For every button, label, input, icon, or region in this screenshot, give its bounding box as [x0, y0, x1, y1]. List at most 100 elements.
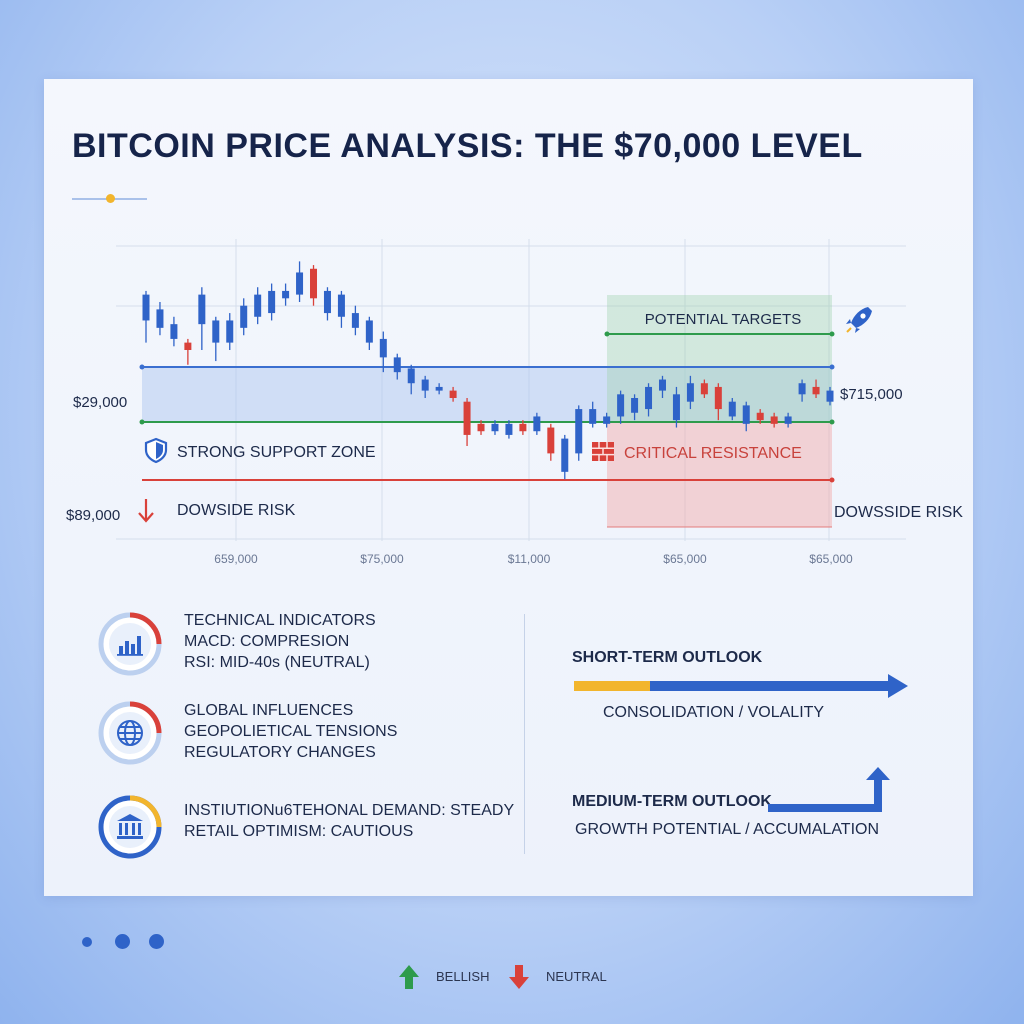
candle-body: [477, 423, 485, 432]
candle-body: [379, 338, 387, 358]
short-term-outlook-title: SHORT-TERM OUTLOOK: [572, 649, 763, 666]
candle-body: [337, 294, 345, 317]
candle-body: [393, 357, 401, 373]
analysis-card: BITCOIN PRICE ANALYSIS: THE $70,000 LEVE…: [44, 79, 973, 896]
page-title: BITCOIN PRICE ANALYSIS: THE $70,000 LEVE…: [72, 127, 863, 165]
candle-body: [435, 386, 443, 391]
grid: [116, 239, 906, 541]
candle-body: [700, 383, 708, 395]
technical-title: TECHNICAL INDICATORS: [184, 612, 376, 629]
brick-wall-icon: [592, 442, 614, 461]
candle-body: [463, 401, 471, 435]
downside-label-left: DOWSIDE RISK: [177, 502, 296, 519]
downside-line-cap: [829, 477, 835, 483]
candle-body: [254, 294, 262, 317]
bank-icon: [117, 814, 143, 839]
candle-body: [296, 272, 304, 295]
candle-body: [505, 423, 513, 435]
candle-body: [226, 320, 234, 343]
resistance-label: CRITICAL RESISTANCE: [624, 445, 802, 462]
title-accent-dot: [106, 194, 115, 203]
support-top-cap: [829, 364, 835, 370]
shield-icon: [144, 437, 168, 464]
global-regulatory: REGULATORY CHANGES: [184, 744, 376, 761]
candle-body: [156, 309, 164, 328]
medium-term-outlook-sub: GROWTH POTENTIAL / ACCUMALATION: [575, 821, 880, 838]
candle-body: [603, 416, 611, 424]
support-bottom-cap: [139, 419, 145, 425]
candle-body: [310, 268, 318, 299]
neutral-arrow-icon: [509, 965, 529, 989]
x-tick-label: $11,000: [508, 552, 551, 566]
page-dot[interactable]: [149, 934, 164, 949]
technical-indicators-block: TECHNICAL INDICATORS MACD: COMPRESION RS…: [184, 610, 376, 673]
downside-label-right: DOWSSIDE RISK: [834, 504, 963, 521]
candle-body: [756, 412, 764, 421]
candle-body: [170, 324, 178, 339]
candle-body: [519, 423, 527, 432]
section-divider: [524, 614, 525, 854]
candle-body: [323, 290, 331, 314]
short-term-outlook-sub: CONSOLIDATION / VOLALITY: [603, 704, 825, 721]
candle-body: [672, 394, 680, 421]
candle-body: [826, 390, 834, 402]
candle-body: [365, 320, 373, 343]
page-dot[interactable]: [115, 934, 130, 949]
x-tick-label: $65,000: [663, 552, 707, 566]
global-influences-block: GLOBAL INFLUENCES GEOPOLIETICAL TENSIONS…: [184, 700, 397, 763]
support-label: STRONG SUPPORT ZONE: [177, 444, 376, 461]
bullish-arrow-icon: [399, 965, 419, 989]
support-top-cap: [139, 364, 145, 370]
global-geopolitical: GEOPOLIETICAL TENSIONS: [184, 723, 398, 740]
legend-bullish-label: BELLISH: [436, 969, 490, 984]
institutional-block: INSTIUTIONu6TEHONAL DEMAND: STEADY RETAI…: [184, 800, 514, 842]
candle-body: [491, 423, 499, 432]
candle-body: [212, 320, 220, 343]
institutional-retail: RETAIL OPTIMISM: CAUTIOUS: [184, 823, 414, 840]
candles: [142, 261, 834, 480]
candle-body: [617, 394, 625, 417]
candle-body: [784, 416, 792, 424]
targets-line-cap: [829, 331, 835, 337]
candle-body: [351, 313, 359, 328]
short-term-arrow: [574, 674, 908, 698]
bar-chart-icon: [117, 636, 143, 656]
candle-body: [198, 294, 206, 325]
candle-body: [714, 386, 722, 410]
candle-body: [645, 386, 653, 410]
candle-body: [658, 379, 666, 391]
global-title: GLOBAL INFLUENCES: [184, 702, 354, 719]
x-tick-label: $65,000: [809, 552, 853, 566]
candle-body: [742, 405, 750, 424]
technical-macd: MACD: COMPRESION: [184, 633, 350, 650]
candle-body: [589, 409, 597, 424]
candle-body: [240, 305, 248, 328]
candle-body: [575, 409, 583, 454]
medium-term-arrow: [768, 767, 890, 812]
candle-body: [561, 438, 569, 472]
legend-neutral-label: NEUTRAL: [546, 969, 607, 984]
candle-body: [449, 390, 457, 398]
targets-label: POTENTIAL TARGETS: [645, 311, 801, 328]
candle-body: [770, 416, 778, 424]
institutional-ring: [98, 795, 162, 859]
candle-body: [184, 342, 192, 350]
candle-body: [142, 294, 150, 321]
candle-body: [686, 383, 694, 402]
technical-indicator-ring: [98, 612, 162, 676]
price-label-right: $715,000: [840, 386, 903, 403]
candle-body: [533, 416, 541, 432]
page-dot[interactable]: [82, 937, 92, 947]
candle-body: [812, 386, 820, 395]
globe-icon: [117, 720, 143, 746]
technical-rsi: RSI: MID-40s (NEUTRAL): [184, 654, 370, 671]
candle-body: [631, 398, 639, 413]
x-tick-label: $75,000: [360, 552, 404, 566]
price-chart: POTENTIAL TARGETS STRONG SUPPORT ZONE CR…: [66, 239, 963, 566]
candle-body: [798, 383, 806, 395]
support-bottom-cap: [829, 419, 835, 425]
resistance-zone: [607, 422, 832, 527]
candle-body: [728, 401, 736, 417]
rocket-icon: [846, 307, 872, 333]
arrow-down-icon: [138, 499, 154, 523]
